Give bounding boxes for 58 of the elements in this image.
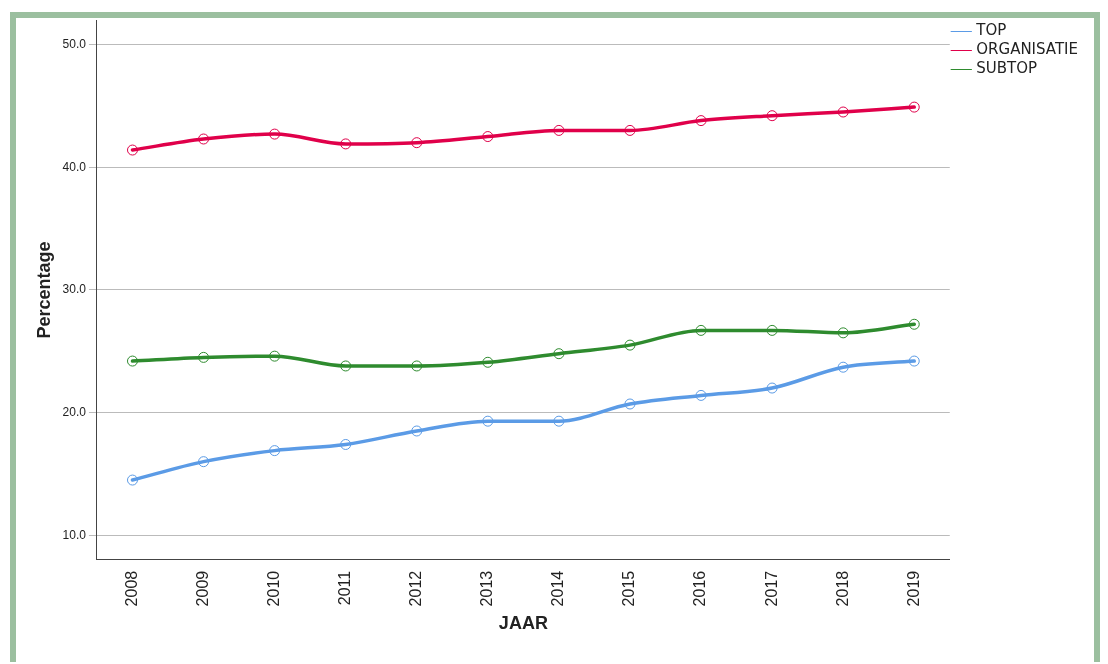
point [695, 115, 707, 127]
point [269, 350, 281, 362]
point [695, 324, 707, 336]
point [198, 456, 210, 468]
point [908, 101, 920, 113]
point [908, 318, 920, 330]
point [411, 360, 423, 372]
y-tick-label: 10.0 [62, 527, 87, 542]
point [624, 339, 636, 351]
point [126, 144, 138, 156]
x-tick-label: 2015 [620, 570, 638, 607]
point [126, 474, 138, 486]
point [553, 415, 565, 427]
point [837, 327, 849, 339]
x-tick-label: 2016 [691, 570, 709, 607]
point [837, 106, 849, 118]
point [624, 124, 636, 136]
x-tick-label: 2011 [336, 570, 354, 606]
y-tick-label: 20.0 [62, 404, 87, 419]
point [482, 356, 494, 368]
x-tick-label: 2013 [478, 570, 496, 607]
point [340, 360, 352, 372]
legend-label: SUBTOP [976, 59, 1038, 78]
x-tick-label: 2017 [762, 570, 780, 607]
x-tick-label: 2009 [193, 570, 211, 607]
point [126, 355, 138, 367]
point [340, 438, 352, 450]
y-axis-title: Percentage [33, 241, 54, 339]
point [198, 351, 210, 363]
point [411, 137, 423, 149]
point [837, 361, 849, 373]
point [269, 445, 281, 457]
point [766, 110, 778, 122]
point [482, 415, 494, 427]
legend-label: TOP [975, 21, 1007, 40]
point [553, 348, 565, 360]
x-tick-label: 2008 [122, 570, 140, 607]
point [908, 355, 920, 367]
point [553, 124, 565, 136]
x-tick-label: 2014 [549, 570, 567, 607]
point [695, 389, 707, 401]
point [340, 138, 352, 150]
x-tick-label: 2019 [904, 570, 922, 607]
y-tick-label: 40.0 [62, 159, 87, 174]
point [198, 133, 210, 145]
y-tick-label: 30.0 [62, 282, 87, 297]
point [766, 382, 778, 394]
x-axis-title: JAAR [498, 613, 548, 634]
legend-label: ORGANISATIE [976, 40, 1078, 59]
x-tick-label: 2010 [265, 570, 283, 607]
y-tick-label: 50.0 [62, 36, 87, 51]
x-tick-label: 2012 [407, 570, 425, 607]
point [624, 398, 636, 410]
point [411, 425, 423, 437]
point [482, 131, 494, 143]
x-tick-label: 2018 [833, 570, 851, 607]
point [766, 324, 778, 336]
point [269, 128, 281, 140]
